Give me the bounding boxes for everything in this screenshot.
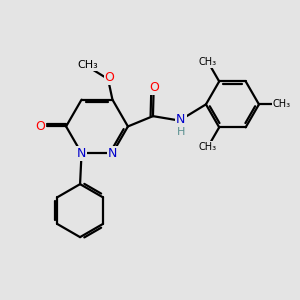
Text: O: O: [105, 71, 115, 84]
Text: N: N: [108, 147, 117, 160]
Text: CH₃: CH₃: [199, 142, 217, 152]
Text: CH₃: CH₃: [77, 60, 98, 70]
Text: O: O: [149, 81, 159, 94]
Text: CH₃: CH₃: [273, 99, 291, 110]
Text: H: H: [177, 127, 185, 137]
Text: O: O: [35, 120, 45, 133]
Text: N: N: [77, 147, 86, 160]
Text: CH₃: CH₃: [199, 57, 217, 67]
Text: N: N: [176, 112, 186, 126]
